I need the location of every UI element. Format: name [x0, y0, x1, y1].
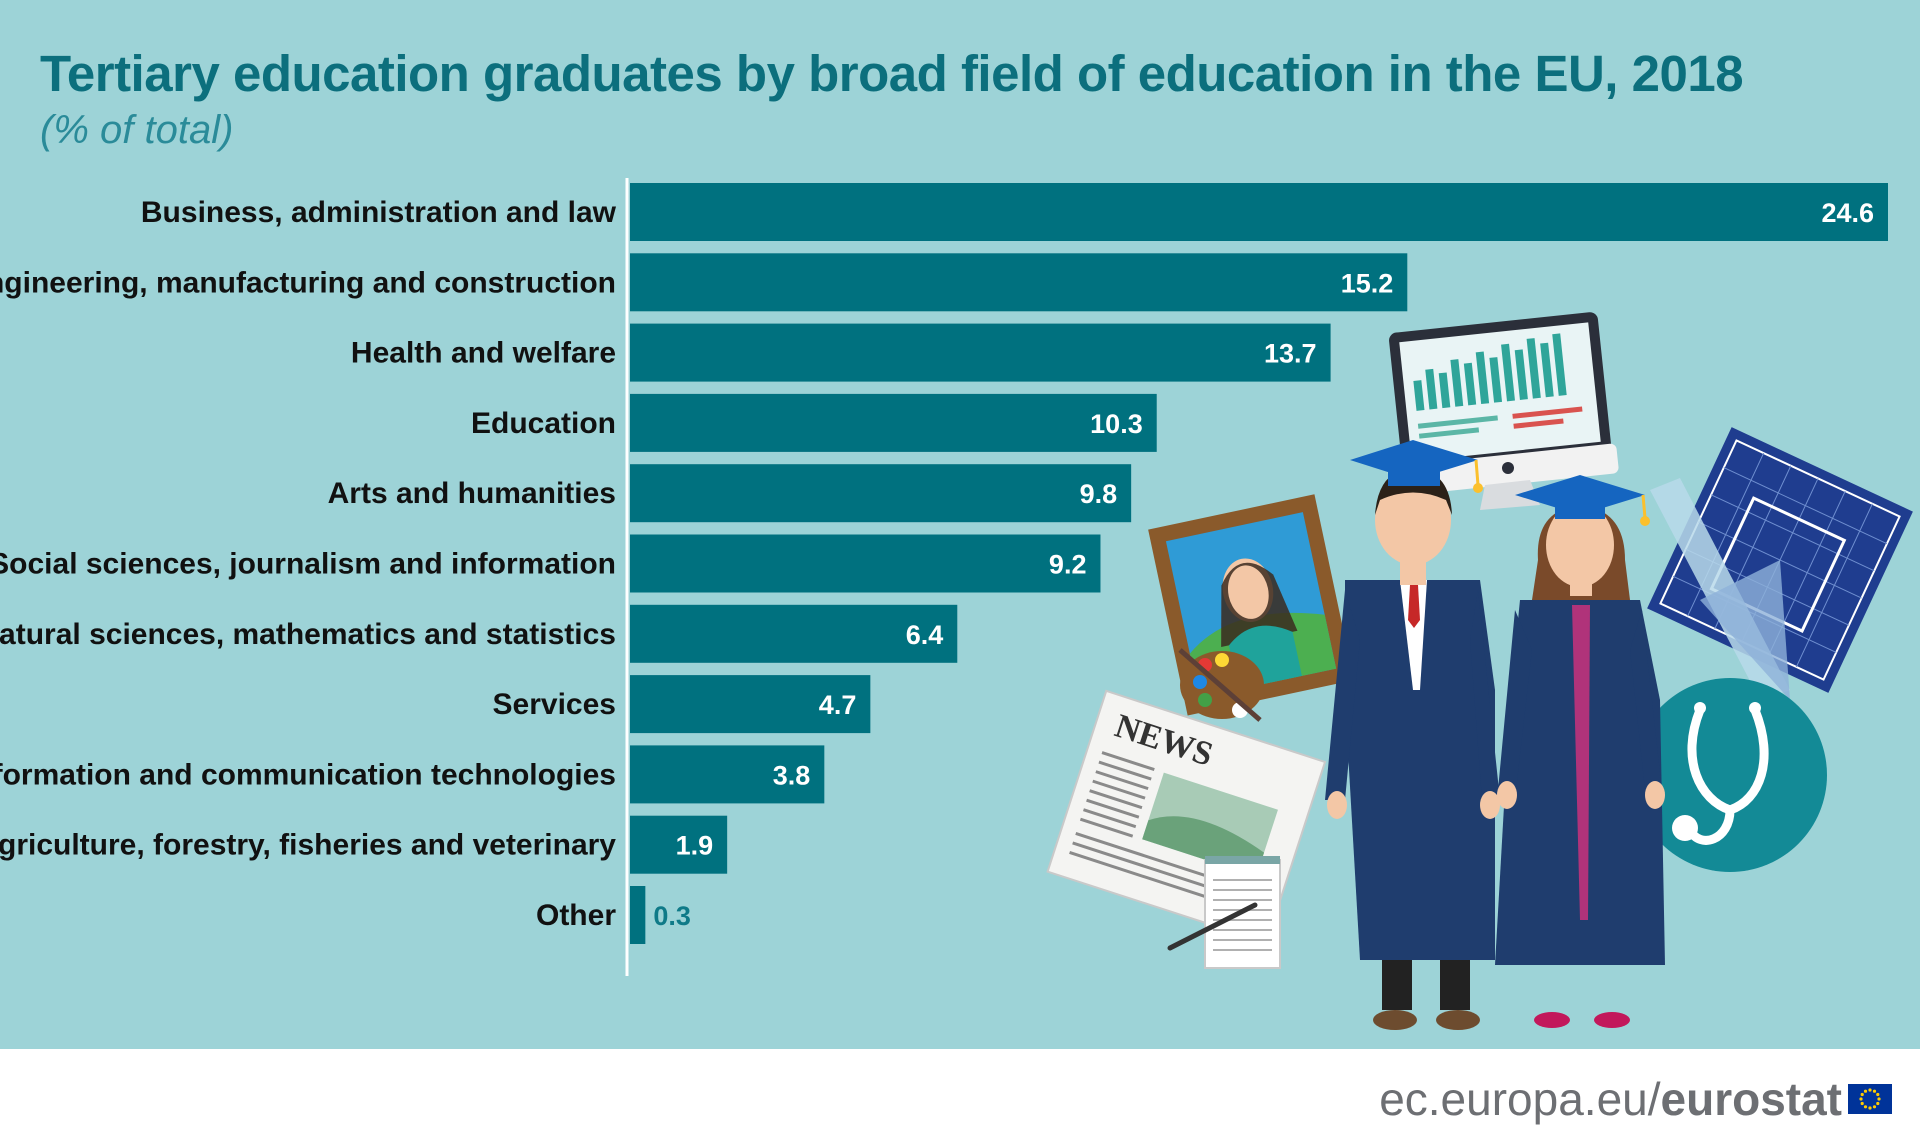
bar [630, 534, 1101, 593]
category-label: Arts and humanities [328, 477, 616, 510]
value-label: 4.7 [819, 690, 857, 720]
bar [630, 253, 1408, 312]
bar [630, 815, 728, 874]
bar [630, 745, 825, 804]
category-label: Education [471, 407, 616, 440]
bar [630, 393, 1157, 452]
value-label: 6.4 [906, 620, 944, 650]
category-label: Health and welfare [351, 337, 616, 370]
eu-flag-icon [1848, 1084, 1892, 1114]
value-label: 3.8 [773, 760, 811, 790]
category-label: Agriculture, forestry, fisheries and vet… [0, 829, 616, 862]
stethoscope-icon [1633, 678, 1827, 872]
bar [630, 464, 1132, 523]
category-label: Information and communication technologi… [0, 758, 616, 791]
category-label: Natural sciences, mathematics and statis… [0, 618, 616, 651]
value-label: 10.3 [1090, 409, 1143, 439]
bar [630, 604, 958, 663]
chart-subtitle: (% of total) [40, 108, 234, 152]
bar [630, 675, 871, 734]
ruler-icon [1650, 478, 1790, 700]
graduate-male-icon [1325, 440, 1500, 1030]
value-label: 24.6 [1821, 198, 1874, 228]
category-label: Services [493, 688, 616, 721]
value-label: 9.8 [1080, 479, 1118, 509]
bar [630, 323, 1331, 382]
bar [630, 886, 646, 944]
bars-layer: Business, administration and law 24.6 Engi… [0, 183, 1888, 944]
illustration: NEWS [1046, 312, 1913, 1030]
notepad-icon [1167, 856, 1281, 969]
value-label: 0.3 [653, 901, 691, 931]
chart-title: Tertiary education graduates by broad fi… [40, 45, 1744, 102]
value-label: 1.9 [676, 831, 714, 861]
footer-brand: eurostat [1660, 1073, 1842, 1125]
category-label: Business, administration and law [141, 196, 617, 229]
value-label: 9.2 [1049, 550, 1087, 580]
computer-monitor-icon [1387, 312, 1619, 510]
value-label: 13.7 [1264, 339, 1317, 369]
bar-chart: Business, administration and law 24.6 Engi… [0, 178, 1913, 1030]
graduate-female-icon [1495, 475, 1665, 1028]
footer-branding: ec.europa.eu/ eurostat [1379, 1072, 1892, 1126]
newspaper-icon: NEWS [1046, 689, 1327, 944]
palette-icon [1178, 648, 1264, 722]
category-label: Engineering, manufacturing and construct… [0, 266, 616, 299]
category-label: Other [536, 899, 616, 932]
bar [630, 183, 1888, 241]
footer-site[interactable]: ec.europa.eu/ [1379, 1073, 1661, 1125]
value-label: 15.2 [1341, 268, 1394, 298]
category-label: Social sciences, journalism and informat… [0, 548, 616, 581]
